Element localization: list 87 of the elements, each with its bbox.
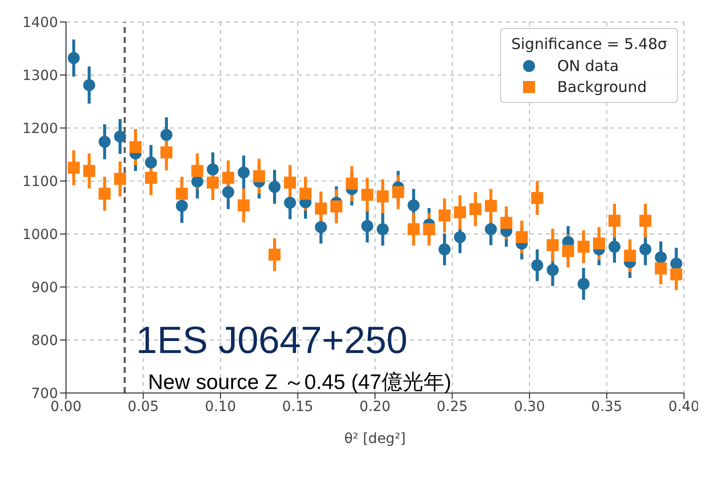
x-tick-label: 0.15 bbox=[282, 398, 314, 415]
y-tick-label: 1400 bbox=[22, 14, 58, 31]
point bbox=[98, 136, 111, 148]
point bbox=[206, 176, 219, 189]
point bbox=[191, 164, 204, 177]
y-tick-label: 1300 bbox=[22, 68, 58, 84]
point bbox=[593, 238, 606, 250]
point bbox=[314, 202, 327, 215]
point bbox=[346, 178, 358, 190]
x-tick-label: 0.30 bbox=[514, 398, 546, 415]
point bbox=[361, 188, 374, 201]
point bbox=[454, 231, 466, 244]
point bbox=[608, 240, 620, 253]
point bbox=[654, 251, 667, 264]
point bbox=[376, 223, 389, 236]
y-tick-label: 900 bbox=[31, 280, 58, 296]
point bbox=[408, 223, 420, 236]
point bbox=[500, 216, 512, 229]
point bbox=[68, 52, 80, 64]
point bbox=[546, 264, 559, 276]
point bbox=[376, 190, 389, 202]
point bbox=[284, 176, 296, 189]
annotation: 1ES J0647+250 bbox=[136, 320, 408, 363]
point bbox=[268, 180, 281, 193]
point bbox=[408, 199, 420, 212]
point bbox=[314, 221, 327, 234]
point bbox=[531, 192, 544, 204]
point bbox=[114, 172, 126, 185]
point bbox=[469, 203, 482, 216]
legend-title: Significance = 5.48σ bbox=[511, 35, 667, 53]
x-tick-label: 0.05 bbox=[128, 398, 159, 415]
point bbox=[639, 214, 652, 227]
point bbox=[238, 199, 250, 212]
point bbox=[206, 163, 219, 176]
point bbox=[654, 262, 667, 274]
y-tick-label: 1200 bbox=[22, 120, 58, 137]
point bbox=[114, 130, 126, 142]
point bbox=[484, 223, 497, 236]
point bbox=[222, 186, 234, 198]
point bbox=[546, 239, 559, 252]
point bbox=[438, 243, 451, 256]
point bbox=[83, 79, 96, 92]
x-tick-label: 0.35 bbox=[591, 398, 622, 415]
point bbox=[562, 244, 574, 257]
point bbox=[238, 166, 250, 179]
point bbox=[639, 243, 652, 256]
point bbox=[438, 209, 451, 222]
point bbox=[83, 164, 96, 177]
point bbox=[624, 250, 636, 262]
point bbox=[284, 196, 296, 209]
legend-label: Background bbox=[557, 78, 647, 96]
point bbox=[670, 258, 682, 270]
y-tick-label: 1000 bbox=[22, 226, 58, 243]
x-axis-title: θ² [deg²] bbox=[344, 431, 406, 447]
point bbox=[68, 162, 80, 174]
point bbox=[144, 156, 157, 168]
point bbox=[176, 200, 188, 212]
point bbox=[253, 170, 266, 182]
point bbox=[98, 188, 111, 200]
point bbox=[531, 259, 544, 272]
y-tick-label: 1100 bbox=[22, 174, 58, 190]
point bbox=[392, 186, 404, 198]
x-tick-label: 0.10 bbox=[204, 398, 236, 415]
point bbox=[268, 248, 281, 261]
legend-label: ON data bbox=[557, 57, 619, 75]
annotation: New source Z ～0.45 (47億光年) bbox=[148, 370, 452, 396]
x-tick-label: 0.20 bbox=[359, 398, 391, 415]
point bbox=[578, 240, 590, 253]
point bbox=[516, 231, 528, 244]
point bbox=[670, 268, 682, 280]
point bbox=[578, 278, 590, 290]
point bbox=[222, 172, 234, 184]
point bbox=[299, 188, 312, 200]
point bbox=[191, 176, 204, 188]
point bbox=[160, 146, 172, 158]
point bbox=[484, 200, 497, 212]
point bbox=[454, 206, 466, 218]
x-tick-label: 0.25 bbox=[436, 398, 468, 415]
point bbox=[423, 223, 436, 236]
point bbox=[330, 200, 342, 212]
point bbox=[144, 172, 157, 184]
point bbox=[160, 128, 172, 141]
point bbox=[176, 188, 188, 200]
point bbox=[130, 141, 142, 154]
point bbox=[361, 220, 374, 232]
point bbox=[608, 214, 620, 227]
y-tick-label: 800 bbox=[31, 332, 58, 349]
